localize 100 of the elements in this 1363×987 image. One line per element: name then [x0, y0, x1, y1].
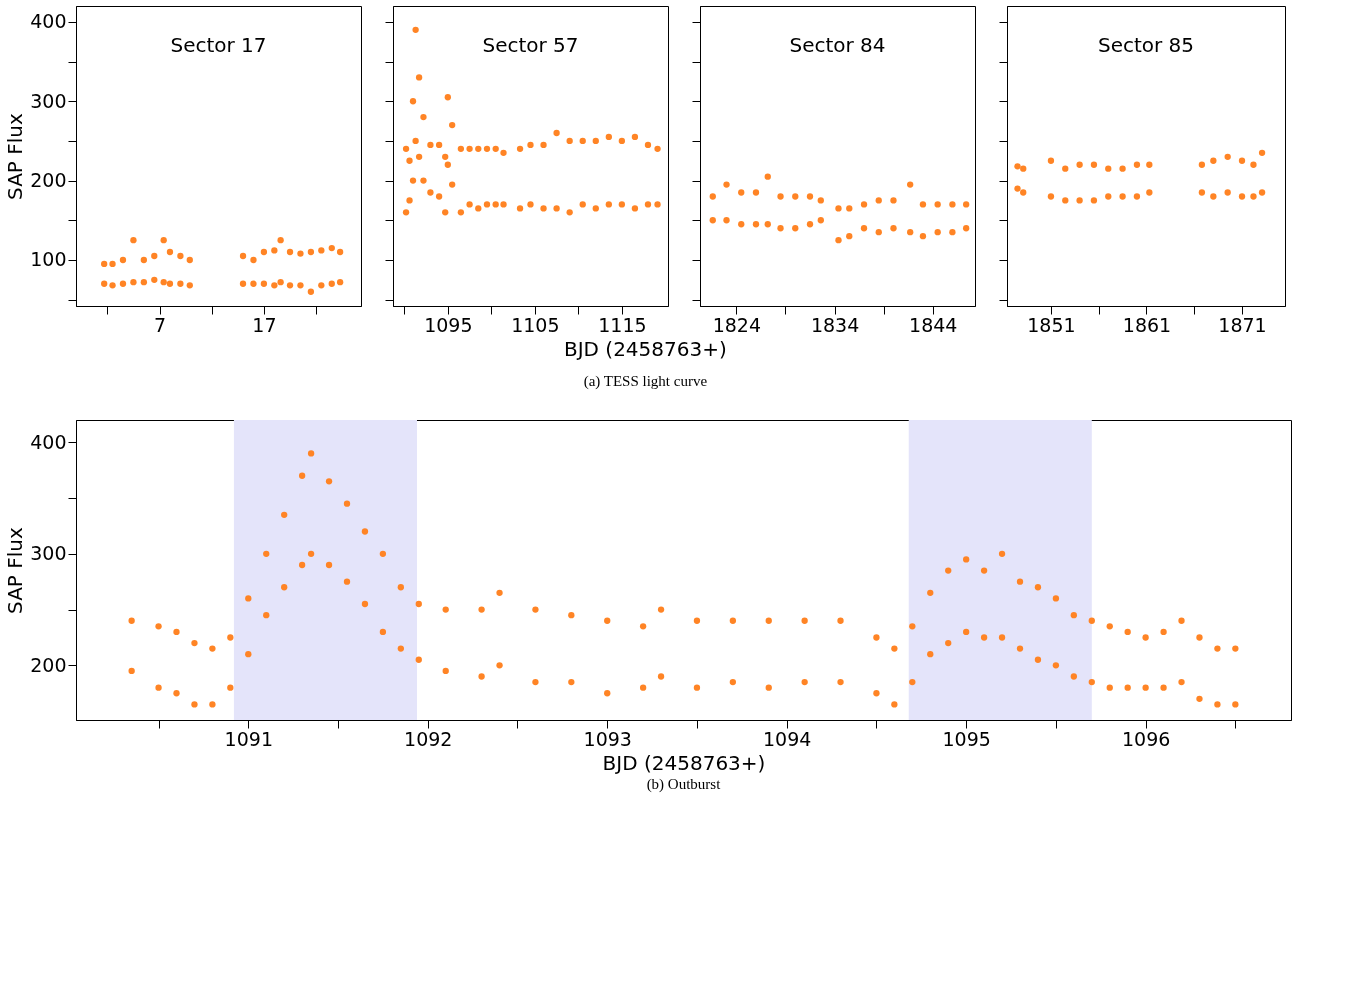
point — [1090, 161, 1098, 168]
point — [1224, 153, 1231, 160]
point — [1250, 193, 1257, 200]
point — [151, 276, 158, 283]
point — [435, 141, 443, 149]
point — [336, 279, 344, 286]
point — [738, 221, 745, 228]
x-tick-label: 1844 — [909, 313, 958, 336]
point — [1210, 193, 1217, 200]
x-axis-title: BJD (2458763+) — [602, 750, 766, 775]
point — [592, 205, 599, 212]
point — [239, 280, 247, 287]
point — [631, 205, 639, 212]
point — [492, 145, 499, 153]
point — [723, 181, 730, 188]
point — [297, 282, 304, 289]
point — [835, 205, 842, 212]
point — [1062, 197, 1069, 204]
point — [835, 236, 842, 244]
point — [709, 193, 716, 200]
point — [101, 280, 108, 287]
point — [1047, 157, 1055, 164]
point — [286, 282, 294, 289]
point — [1105, 193, 1112, 200]
point — [177, 252, 184, 260]
y-tick-label: 400 — [30, 10, 67, 33]
point — [1076, 197, 1083, 204]
x-tick-label: 17 — [252, 313, 277, 336]
point — [435, 193, 443, 200]
point — [186, 256, 193, 264]
point — [1258, 149, 1266, 156]
point — [475, 205, 482, 212]
point — [449, 181, 456, 188]
y-tick-label: 300 — [30, 89, 67, 112]
point — [140, 256, 148, 264]
y-tick-label: 100 — [30, 248, 67, 271]
point — [1146, 189, 1153, 196]
point — [492, 201, 499, 208]
point — [723, 217, 730, 224]
point — [260, 248, 268, 256]
point — [444, 94, 451, 101]
point — [860, 225, 868, 232]
point — [500, 149, 507, 156]
point — [764, 173, 771, 180]
point — [516, 205, 524, 212]
x-tick-label: 1851 — [1027, 313, 1076, 336]
point — [466, 201, 473, 208]
point — [1210, 157, 1217, 164]
point — [166, 248, 174, 256]
point — [318, 282, 325, 289]
point — [307, 248, 315, 256]
point — [875, 197, 882, 204]
point — [949, 229, 956, 236]
x-tick-label: 1092 — [404, 727, 453, 750]
x-tick-label: 1861 — [1122, 313, 1172, 336]
point — [919, 201, 927, 208]
point — [119, 280, 127, 287]
x-tick-label: 1095 — [424, 313, 473, 336]
text: Sector 17 — [170, 33, 267, 57]
x-tick-label: 1094 — [763, 727, 812, 750]
point — [239, 252, 247, 260]
point — [140, 279, 148, 286]
point — [277, 279, 284, 286]
point — [1020, 165, 1027, 172]
point — [1076, 161, 1083, 168]
point — [130, 236, 137, 244]
point — [618, 137, 626, 145]
point — [654, 201, 661, 208]
point — [566, 209, 573, 216]
point — [151, 252, 158, 260]
text: (b) Outburst — [646, 776, 722, 793]
point — [442, 153, 449, 160]
point — [792, 193, 799, 200]
point — [483, 145, 491, 153]
point — [412, 26, 419, 33]
point — [109, 260, 116, 268]
point — [130, 279, 137, 286]
point — [777, 225, 784, 232]
point — [764, 221, 771, 228]
point — [409, 177, 417, 184]
point — [1090, 197, 1098, 204]
point — [412, 137, 419, 145]
point — [449, 121, 456, 129]
point — [409, 98, 417, 105]
y-tick-label: 200 — [30, 653, 67, 676]
point — [1224, 189, 1231, 196]
point — [579, 201, 586, 208]
text: Sector 85 — [1097, 33, 1195, 57]
point — [553, 205, 560, 212]
point — [406, 157, 413, 164]
point — [402, 209, 410, 216]
y-tick-label: 400 — [30, 430, 67, 453]
point — [271, 247, 278, 254]
y-tick-label: 200 — [30, 169, 67, 192]
point — [250, 256, 257, 264]
x-axis-title: BJD (2458763+) — [563, 336, 727, 361]
point — [875, 229, 882, 236]
point — [119, 256, 127, 264]
point — [817, 217, 824, 224]
text: (a) TESS light curve — [583, 372, 708, 390]
